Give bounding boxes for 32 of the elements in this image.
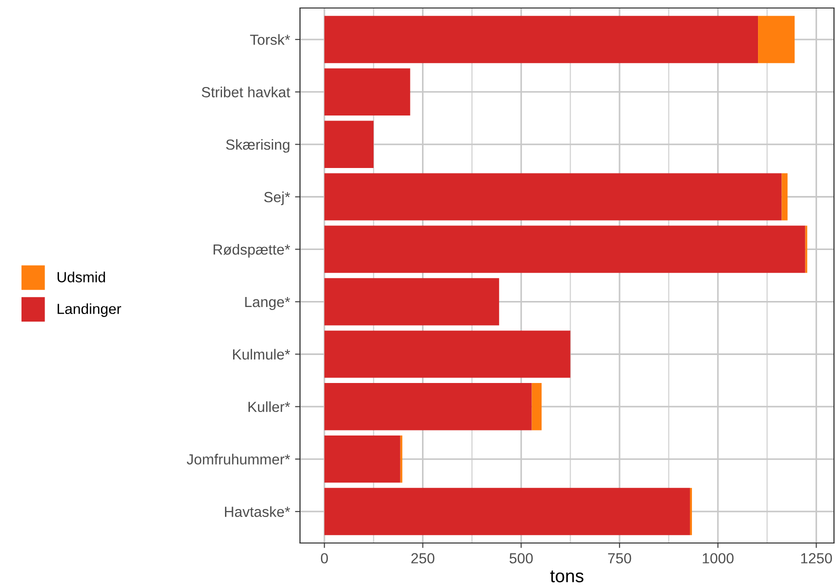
- bar: [324, 120, 374, 168]
- y-tick-label: Torsk*: [250, 34, 290, 45]
- y-tick-label: Skærising: [226, 139, 290, 153]
- y-tick-label: Jomfruhummer*: [186, 454, 290, 465]
- bar: [324, 488, 690, 536]
- bar: [324, 435, 400, 483]
- bar: [324, 330, 570, 378]
- x-tick-label: 250: [411, 553, 434, 564]
- bar: [324, 16, 758, 64]
- legend-label: Landinger: [58, 303, 122, 317]
- y-tick-label: Stribet havkat: [202, 86, 290, 98]
- bar: [758, 16, 795, 64]
- x-tick-label: 500: [510, 553, 533, 564]
- y-tick-label: Lange*: [245, 296, 290, 310]
- legend-label: Udsmid: [58, 272, 105, 282]
- bar: [532, 383, 542, 430]
- bar: [324, 68, 410, 116]
- y-tick-label: Rødspætte*: [214, 244, 290, 258]
- y-tick-label: Havtaske*: [225, 506, 290, 517]
- bar: [324, 278, 500, 326]
- x-tick-label: 1250: [801, 553, 832, 564]
- x-axis-title: tons: [550, 570, 584, 582]
- y-tick-label: Sej*: [264, 192, 290, 206]
- bar: [324, 173, 782, 220]
- x-tick-label: 0: [320, 553, 328, 564]
- bar: [324, 383, 532, 430]
- x-tick-label: 1000: [702, 553, 734, 564]
- y-tick-label: Kuller*: [248, 401, 290, 412]
- x-tick-label: 750: [608, 553, 632, 564]
- y-tick-label: Kulmule*: [233, 348, 290, 360]
- bar: [324, 226, 806, 273]
- bar: [782, 173, 788, 220]
